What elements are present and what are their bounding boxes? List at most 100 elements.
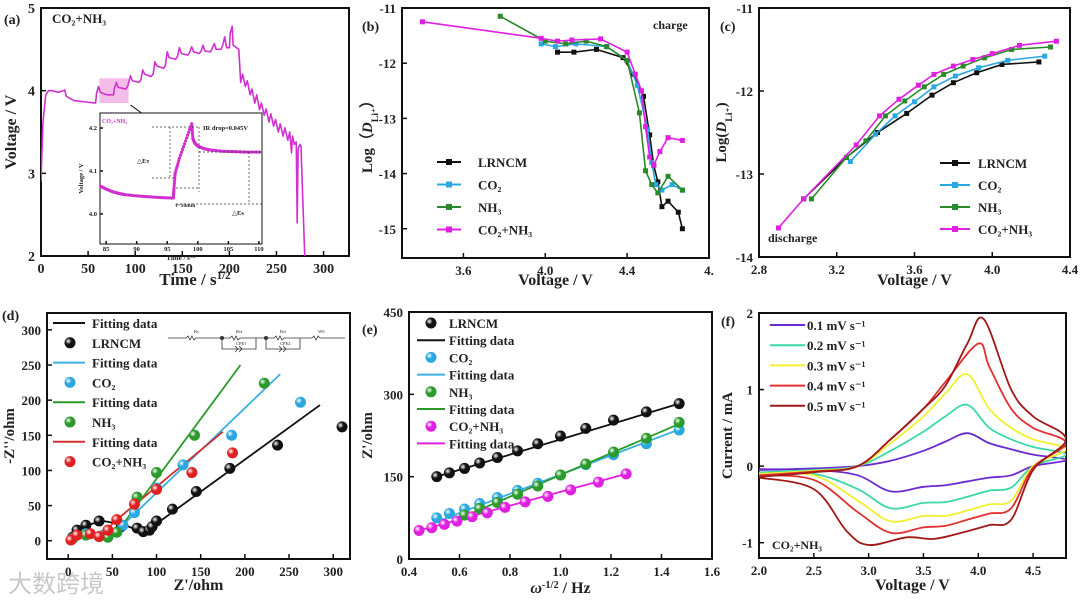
panel-label: (f) — [721, 315, 735, 330]
series-co-marker — [892, 113, 898, 119]
series-lrncm-point — [431, 471, 443, 483]
x-tick-label: 150 — [191, 564, 211, 579]
series-group — [759, 316, 1066, 546]
x-tick-label: 85 — [103, 246, 110, 253]
x-tick-label: 250 — [279, 564, 299, 579]
panel-d: 0 50 100 150 200 250 300 0 50 100 150 200 250 300 Z'/o… — [2, 309, 351, 594]
series-co-nh-line — [777, 40, 1057, 229]
y-tick-label: 150 — [22, 428, 42, 443]
x-tick-label: 3.6 — [906, 262, 923, 277]
legend-label: Fitting data — [92, 316, 158, 331]
series-co-nh-point — [252, 150, 256, 154]
y-tick-label: 3 — [28, 167, 35, 182]
y-axis-label-part: Log( — [714, 133, 730, 163]
series-co-marker — [873, 131, 879, 137]
series-co-nh-marker — [647, 154, 653, 160]
y-tick-label: 200 — [22, 393, 42, 408]
series-0-1-mv-s-curve — [759, 432, 1066, 493]
series-lrncm-point — [93, 515, 105, 527]
y-axis-label: Voltage / V — [3, 94, 20, 169]
legend-ball-marker-icon — [64, 337, 76, 349]
series-co-marker — [912, 99, 917, 105]
series-co-marker — [1042, 53, 1048, 59]
series-co-nh-point — [172, 181, 176, 185]
legend-label: Fitting data — [92, 435, 158, 450]
legend-label: Fitting data — [449, 333, 515, 348]
series-co-nh-point — [111, 514, 123, 526]
series-lrncm-marker — [675, 209, 681, 215]
y-tick-label: -14 — [736, 250, 754, 265]
y-tick-label: 0 — [747, 459, 754, 474]
x-tick-label: 3.5 — [915, 563, 932, 578]
series-lrncm-marker — [641, 93, 647, 99]
series-co-point — [431, 512, 443, 524]
series-co-nh-marker — [679, 137, 685, 143]
series-lrncm-marker — [679, 226, 685, 232]
series-co-nh-point — [190, 132, 195, 136]
annotation: CO₂+NH₃ — [102, 119, 127, 125]
series-co-nh-marker — [970, 56, 976, 62]
series-co-nh-point — [102, 524, 114, 536]
legend-label: LRNCM — [92, 336, 141, 351]
series-co-marker — [952, 73, 958, 79]
series-co-nh-point — [175, 164, 179, 168]
series-0-5-mv-s-curve — [759, 316, 1066, 546]
series-nh-marker — [679, 187, 685, 193]
x-tick-label: 200 — [235, 564, 255, 579]
x-axis-label-part: 1/2 — [190, 254, 197, 259]
legend-label: NH₃ — [449, 385, 473, 400]
series-nh-point — [258, 377, 270, 389]
legend-item: NH₃ — [64, 415, 116, 430]
series-lrncm-point — [673, 398, 685, 410]
series-co-nh-marker — [931, 71, 937, 77]
x-tick-label: 100 — [125, 262, 146, 277]
y-tick-label: 0 — [35, 534, 42, 549]
x-tick-label: 1.6 — [704, 564, 721, 579]
y-tick-label: -13 — [379, 111, 397, 126]
legend-label: CO₂ — [978, 178, 1002, 193]
legend-square-marker-icon — [952, 204, 958, 210]
panel-e: 0.4 0.6 0.8 1.0 1.2 1.4 1.6 0 150 300 450 ω-1/2 / H… — [360, 305, 721, 597]
series-lrncm-point — [80, 519, 92, 531]
series-nh-marker — [882, 113, 888, 119]
series-nh-marker — [563, 41, 569, 47]
series-co-nh-point — [172, 179, 177, 183]
y-axis-label: Log(DLi⁺) — [714, 102, 735, 162]
legend-square-marker-icon — [952, 160, 958, 166]
series-nh-point — [111, 526, 123, 538]
series-nh-marker — [643, 168, 649, 174]
series-group — [413, 398, 685, 536]
y-axis-label-part: ) — [714, 102, 730, 107]
legend-item: CO₂ — [940, 178, 1002, 193]
x-axis-label-part: Voltage / V — [877, 272, 952, 289]
circuit-label: Rs — [194, 329, 199, 334]
series-co-nh-point — [186, 467, 198, 479]
series-co-marker — [1005, 57, 1011, 63]
y-tick-label: 0 — [397, 552, 404, 567]
series-lrncm-point — [532, 438, 544, 450]
series-nh-marker — [1009, 47, 1015, 52]
x-tick-label: 250 — [266, 262, 287, 277]
x-tick-label: 4.0 — [537, 263, 553, 278]
series-co-nh-marker — [624, 49, 630, 55]
y-tick-label: 1 — [747, 383, 754, 398]
panel-f: 2.0 2.5 3.0 3.5 4.0 4.5 -1 0 1 2 Voltage / V Curren… — [720, 306, 1067, 594]
series-nh-point — [580, 458, 592, 470]
legend-item: Fitting data — [417, 368, 515, 383]
series-co-nh-point — [183, 139, 188, 143]
legend-square-marker-icon — [952, 226, 958, 232]
legend-label: CO₂+NH₃ — [478, 223, 532, 238]
legend-item: 0.3 mV s⁻¹ — [770, 358, 866, 373]
x-tick-label: 4.4 — [619, 263, 636, 278]
annotation: charge — [653, 18, 688, 32]
legend-label: CO₂ — [478, 178, 502, 193]
series-co-nh-point — [176, 161, 180, 165]
y-tick-label: 300 — [22, 323, 42, 338]
series-co-nh-marker — [555, 38, 561, 44]
series-co-nh-marker — [989, 51, 995, 57]
circuit-label: Rsf — [236, 329, 243, 334]
y-axis-label: Current / mA — [720, 392, 736, 479]
legend-label: CO₂+NH₃ — [449, 419, 503, 434]
legend-item: Fitting data — [53, 316, 158, 331]
